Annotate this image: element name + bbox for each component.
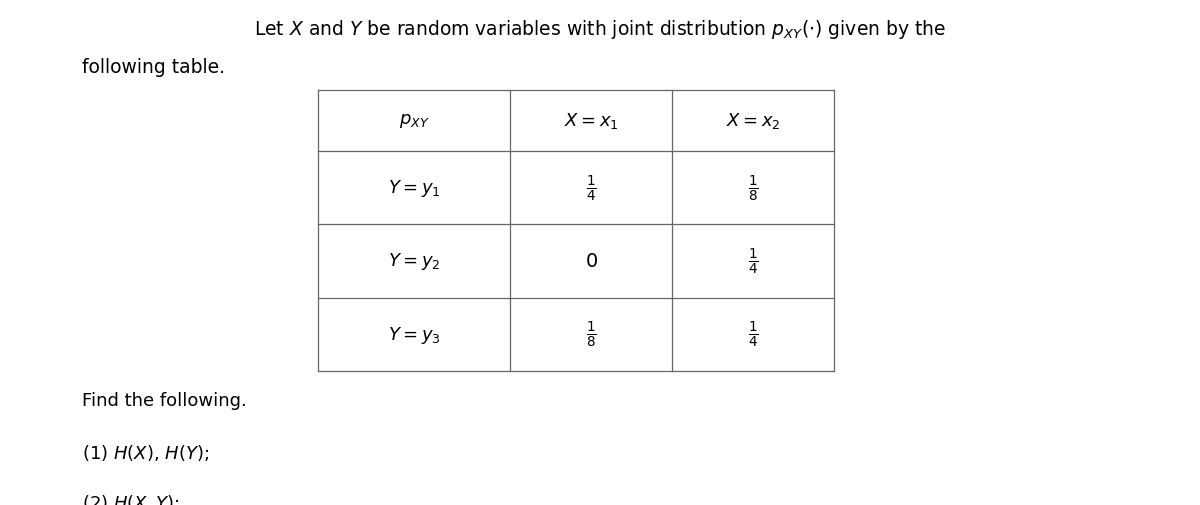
Text: (2) $H(X,Y)$;: (2) $H(X,Y)$; xyxy=(82,492,179,505)
Text: $p_{XY}$: $p_{XY}$ xyxy=(398,112,430,130)
Text: $Y = y_2$: $Y = y_2$ xyxy=(388,251,440,272)
Text: $\frac{1}{8}$: $\frac{1}{8}$ xyxy=(586,320,596,349)
Text: $Y = y_1$: $Y = y_1$ xyxy=(388,178,440,198)
Text: $\frac{1}{4}$: $\frac{1}{4}$ xyxy=(748,246,758,276)
Text: $\frac{1}{4}$: $\frac{1}{4}$ xyxy=(748,320,758,349)
Text: $\frac{1}{8}$: $\frac{1}{8}$ xyxy=(748,173,758,203)
Text: Find the following.: Find the following. xyxy=(82,391,246,410)
Text: $Y = y_3$: $Y = y_3$ xyxy=(388,324,440,345)
Text: (1) $H(X)$, $H(Y)$;: (1) $H(X)$, $H(Y)$; xyxy=(82,442,209,462)
Text: $X = x_2$: $X = x_2$ xyxy=(726,111,780,131)
Text: $\frac{1}{4}$: $\frac{1}{4}$ xyxy=(586,173,596,203)
Text: Let $X$ and $Y$ be random variables with joint distribution $p_{XY}(\cdot)$ give: Let $X$ and $Y$ be random variables with… xyxy=(254,18,946,40)
Text: $X = x_1$: $X = x_1$ xyxy=(564,111,618,131)
Text: $0$: $0$ xyxy=(584,252,598,271)
Text: following table.: following table. xyxy=(82,58,224,77)
